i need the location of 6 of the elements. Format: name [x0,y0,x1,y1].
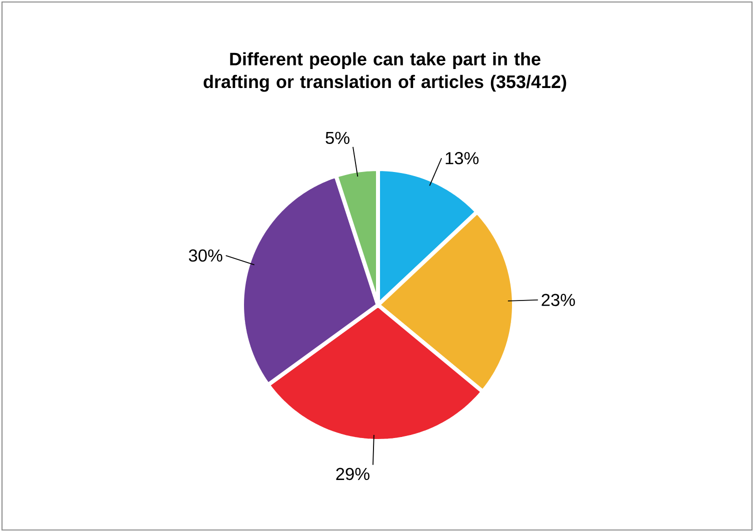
data-label: 5% [326,132,350,144]
chart-title: Different people can take part in the drafting or translation of articles (353/412) [204,52,566,92]
data-label: 29% [336,468,370,480]
data-label: 23% [542,294,575,306]
data-label: 30% [188,249,222,262]
data-label: 13% [446,152,479,164]
